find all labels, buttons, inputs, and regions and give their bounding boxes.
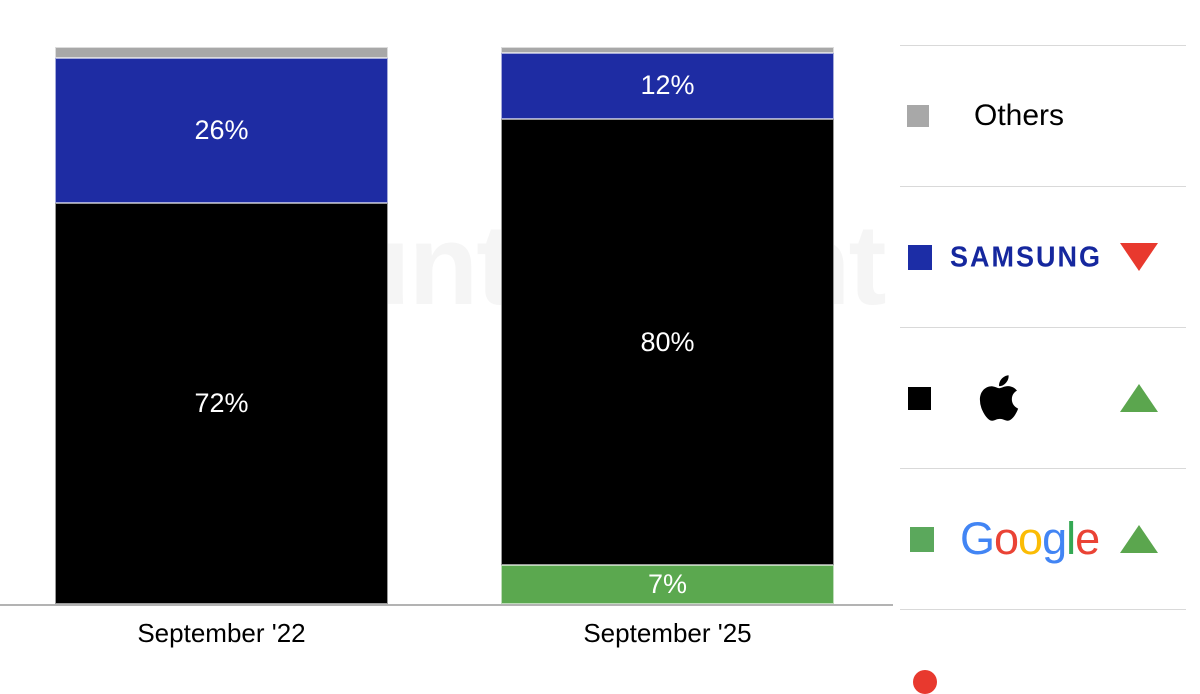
- google-logo-letter: e: [1075, 513, 1100, 564]
- x-axis-label-september-25: September '25: [583, 618, 752, 648]
- legend-row-samsung: SAMSUNG: [900, 186, 1186, 327]
- google-logo: Google: [960, 513, 1100, 565]
- bar-segment-apple: 80%: [501, 119, 834, 565]
- bar-segment-samsung: 26%: [55, 58, 388, 203]
- segment-value-label: 72%: [194, 387, 249, 418]
- apple-swatch: [908, 386, 931, 410]
- legend-row-google: Google: [900, 468, 1186, 610]
- bar-segment-others: [501, 47, 834, 53]
- apple-logo-icon: [978, 372, 1020, 424]
- bar-segment-google: 7%: [501, 564, 834, 604]
- google-logo-letter: G: [960, 513, 995, 564]
- trend-up-icon: [1120, 384, 1158, 412]
- bar-segment-others: [55, 47, 388, 59]
- x-axis-label-september-22: September '22: [137, 618, 306, 648]
- segment-value-label: 12%: [640, 70, 695, 101]
- samsung-logo: SAMSUNG: [950, 240, 1103, 273]
- google-logo-letter: l: [1066, 513, 1076, 564]
- google-logo-letter: g: [1042, 513, 1067, 564]
- stacked-bar-september-22: 26% 72%: [55, 47, 388, 604]
- legend: Others SAMSUNG Google: [900, 45, 1186, 610]
- google-logo-letter: o: [1018, 513, 1043, 564]
- others-swatch: [907, 105, 929, 127]
- bar-segment-samsung: 12%: [501, 52, 834, 120]
- x-axis-line: [0, 604, 893, 606]
- trend-down-icon: [1120, 243, 1158, 271]
- stacked-bar-september-25: 12% 80% 7%: [501, 47, 834, 604]
- legend-row-others: Others: [900, 45, 1186, 186]
- trend-up-icon: [1120, 525, 1158, 553]
- samsung-swatch: [908, 244, 932, 270]
- others-label: Others: [974, 99, 1065, 132]
- segment-value-label: 7%: [647, 568, 688, 599]
- google-swatch: [910, 526, 934, 552]
- segment-value-label: 26%: [194, 115, 249, 146]
- bar-segment-apple: 72%: [55, 202, 388, 604]
- legend-row-apple: [900, 327, 1186, 468]
- segment-value-label: 80%: [640, 326, 695, 357]
- counterpoint-logo-circle: [913, 670, 937, 694]
- google-logo-letter: o: [994, 513, 1019, 564]
